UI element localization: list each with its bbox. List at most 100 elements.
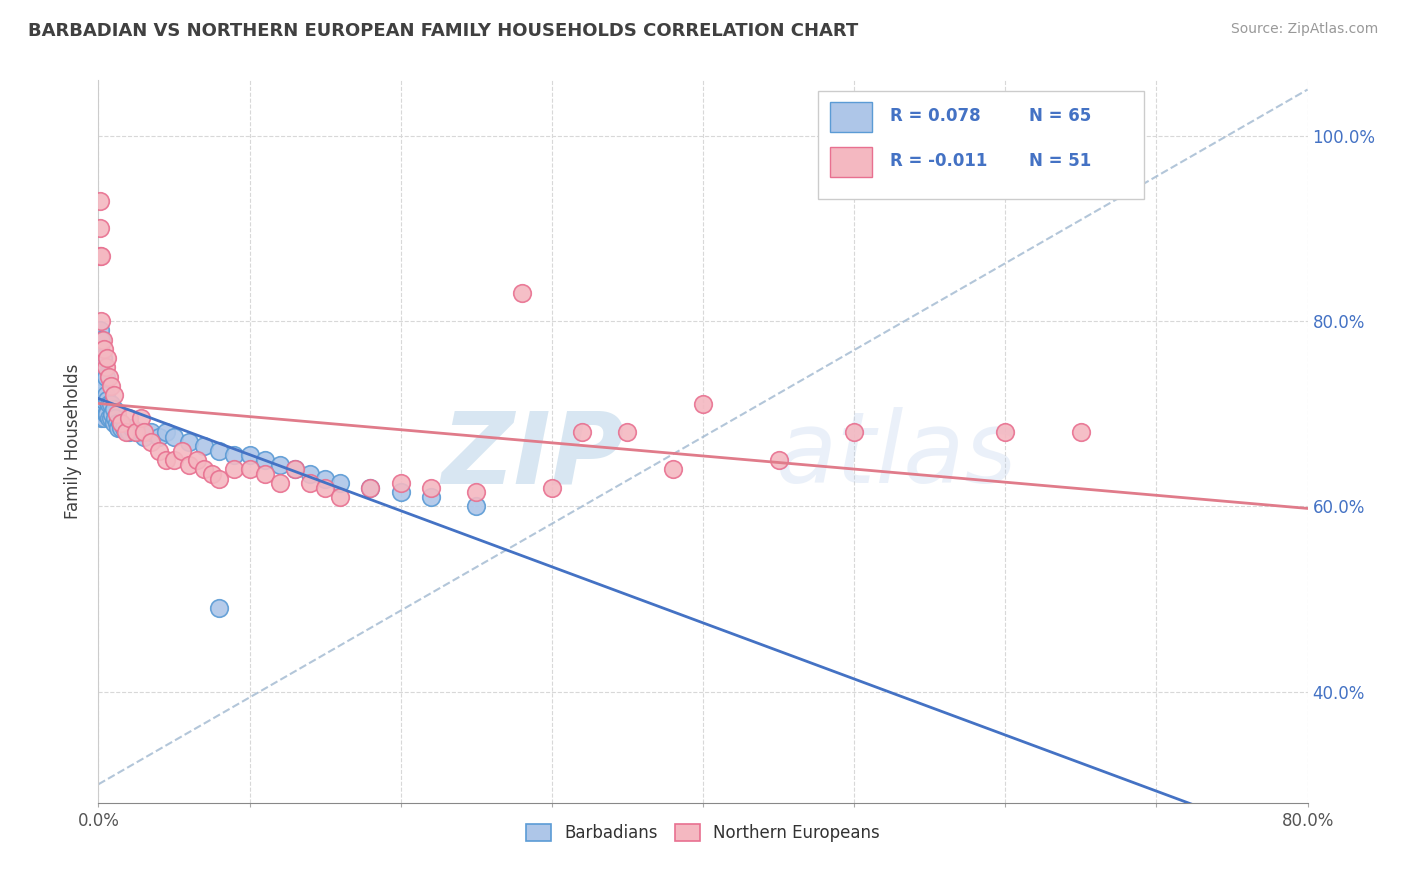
Point (360, 481, 382, 495)
Point (465, 500, 488, 514)
Point (89, 323, 111, 337)
Point (389, 485, 412, 500)
Point (224, 449, 246, 463)
Text: BARBADIAN VS NORTHERN EUROPEAN FAMILY HOUSEHOLDS CORRELATION CHART: BARBADIAN VS NORTHERN EUROPEAN FAMILY HO… (28, 22, 859, 40)
Point (132, 425, 155, 440)
Point (201, 467, 224, 481)
Point (90, 333, 112, 347)
Text: N = 65: N = 65 (1029, 107, 1091, 126)
Point (239, 462, 262, 476)
Point (661, 462, 683, 476)
Point (179, 434, 201, 449)
Point (91, 388, 114, 402)
Point (148, 430, 170, 444)
Point (314, 472, 336, 486)
Point (90, 356, 112, 370)
Point (239, 449, 262, 463)
Point (94, 369, 117, 384)
FancyBboxPatch shape (830, 147, 872, 178)
Point (129, 425, 152, 440)
Point (89, 221, 111, 235)
Point (94, 407, 117, 421)
Point (118, 425, 141, 440)
Point (110, 420, 132, 434)
Point (163, 453, 186, 467)
Point (96, 351, 118, 366)
Point (193, 462, 215, 476)
Text: ZIP: ZIP (441, 408, 624, 505)
Y-axis label: Family Households: Family Households (65, 364, 83, 519)
Point (93, 379, 115, 393)
Point (105, 416, 128, 430)
Point (96, 392, 118, 407)
Point (96, 407, 118, 421)
Point (89, 249, 111, 263)
Point (1070, 425, 1092, 440)
Point (253, 467, 276, 481)
Point (141, 434, 163, 449)
Point (112, 420, 135, 434)
Point (125, 425, 148, 440)
Point (299, 476, 322, 491)
Point (389, 476, 412, 491)
Text: R = 0.078: R = 0.078 (890, 107, 981, 126)
Point (193, 439, 215, 453)
Point (89, 342, 111, 356)
Point (994, 425, 1017, 440)
Point (94, 388, 117, 402)
Point (101, 407, 124, 421)
Point (91, 369, 114, 384)
Point (118, 411, 141, 425)
Text: Source: ZipAtlas.com: Source: ZipAtlas.com (1230, 22, 1378, 37)
Point (103, 388, 125, 402)
Point (91, 333, 114, 347)
Text: N = 51: N = 51 (1029, 153, 1091, 170)
Point (420, 490, 443, 504)
Point (360, 481, 382, 495)
Point (107, 420, 129, 434)
Point (179, 458, 201, 472)
Point (208, 601, 231, 615)
Point (104, 411, 127, 425)
Point (329, 476, 352, 491)
Point (103, 416, 125, 430)
Point (420, 481, 443, 495)
Point (186, 453, 208, 467)
Point (90, 249, 112, 263)
Point (129, 411, 152, 425)
Point (105, 407, 128, 421)
Point (89, 397, 111, 411)
Point (89, 407, 111, 421)
Point (100, 379, 122, 393)
Point (465, 485, 488, 500)
Point (121, 420, 143, 434)
Point (284, 462, 307, 476)
Point (98, 397, 121, 411)
Point (768, 453, 790, 467)
Point (148, 443, 170, 458)
Point (299, 467, 322, 481)
Point (571, 425, 593, 440)
Point (89, 369, 111, 384)
Point (110, 416, 132, 430)
Point (93, 411, 115, 425)
Point (616, 425, 638, 440)
Point (98, 369, 121, 384)
Point (114, 425, 136, 440)
Point (208, 472, 231, 486)
Point (329, 490, 352, 504)
Point (253, 453, 276, 467)
Point (170, 443, 193, 458)
Point (108, 416, 131, 430)
FancyBboxPatch shape (830, 102, 872, 132)
Point (89, 351, 111, 366)
Point (844, 425, 866, 440)
Point (89, 194, 111, 208)
Point (90, 397, 112, 411)
Point (89, 379, 111, 393)
Point (224, 462, 246, 476)
Point (91, 407, 114, 421)
Point (155, 425, 177, 440)
Text: R = -0.011: R = -0.011 (890, 153, 988, 170)
FancyBboxPatch shape (818, 91, 1144, 200)
